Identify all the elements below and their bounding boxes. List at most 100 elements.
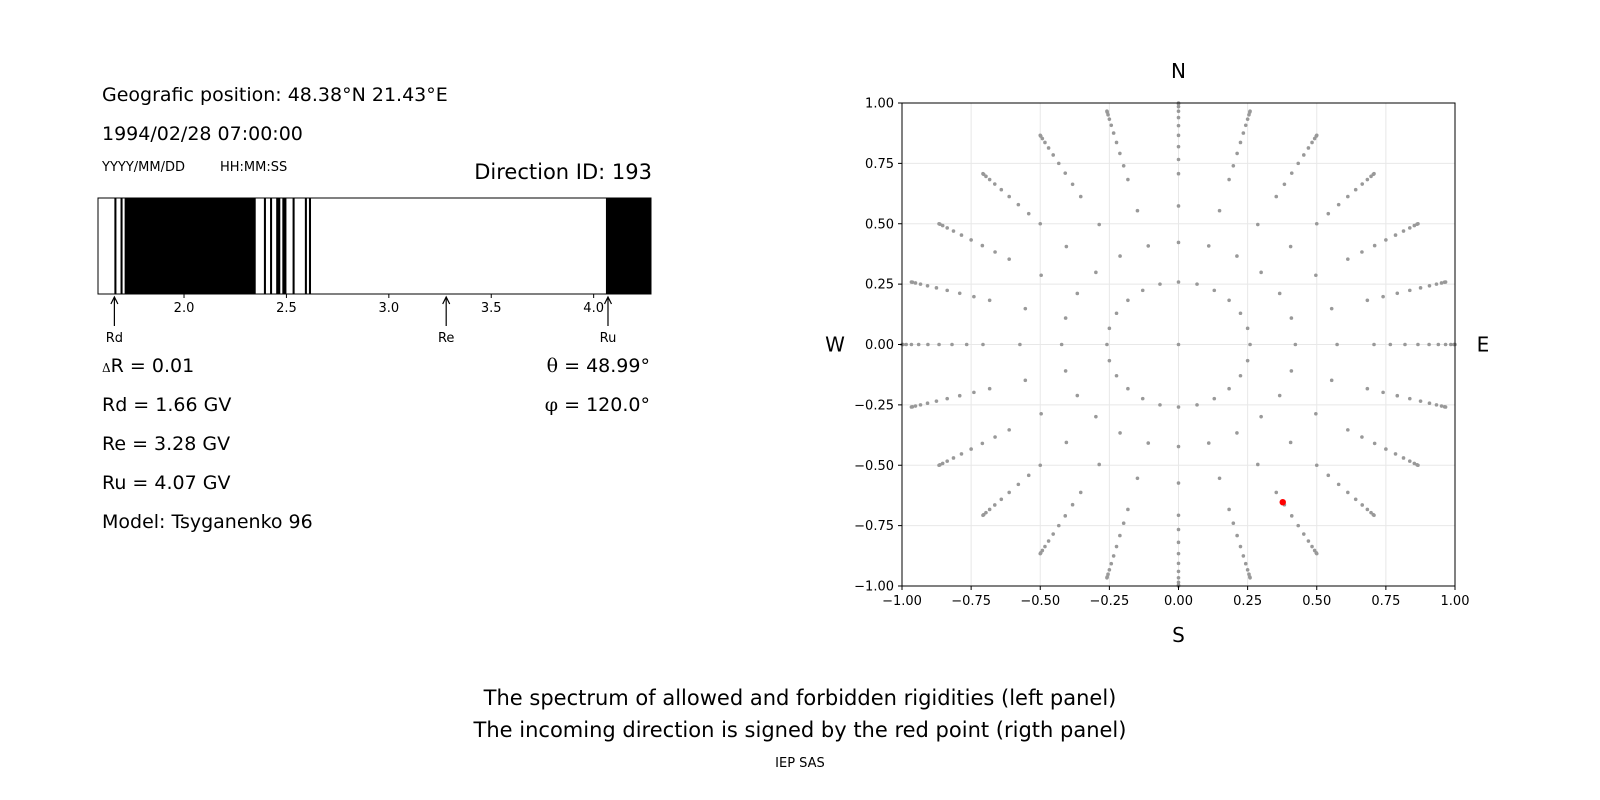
x-tick-label: 3.5 bbox=[481, 301, 502, 316]
x-tick-label: −0.50 bbox=[1020, 594, 1060, 609]
time-format-label: HH:MM:SS bbox=[220, 160, 288, 175]
grid-point bbox=[1111, 554, 1116, 558]
highlight-point bbox=[1279, 498, 1286, 506]
grid-point bbox=[1176, 157, 1181, 162]
y-tick-label: 0.25 bbox=[865, 278, 894, 293]
marker-arrowhead bbox=[110, 295, 119, 305]
grid-point bbox=[1360, 250, 1364, 254]
forbidden-band bbox=[120, 198, 123, 294]
grid-point bbox=[1140, 288, 1145, 293]
rigidity-markers: Rd Re Ru bbox=[106, 295, 617, 346]
grid-point bbox=[1384, 447, 1388, 451]
grid-point bbox=[1372, 342, 1376, 347]
grid-point bbox=[1118, 431, 1122, 435]
grid-point bbox=[1114, 373, 1119, 378]
grid-point bbox=[918, 403, 923, 407]
grid-point bbox=[1140, 396, 1145, 401]
grid-point bbox=[1146, 441, 1151, 445]
grid-point bbox=[1070, 182, 1075, 187]
grid-point bbox=[1412, 223, 1417, 228]
x-tick-label: 2.0 bbox=[174, 301, 195, 316]
grid-point bbox=[1195, 282, 1199, 286]
grid-point bbox=[1176, 481, 1181, 485]
grid-point bbox=[1443, 342, 1448, 347]
grid-point bbox=[1176, 527, 1181, 532]
grid-point bbox=[1353, 187, 1358, 192]
grid-point bbox=[1238, 544, 1243, 549]
grid-point bbox=[981, 513, 985, 518]
grid-point bbox=[951, 229, 956, 233]
grid-point bbox=[1306, 146, 1311, 150]
grid-point bbox=[945, 396, 950, 401]
grid-point bbox=[937, 342, 941, 347]
grid-point bbox=[992, 182, 997, 186]
rd-value: Rd = 1.66 GV bbox=[102, 394, 232, 416]
grid-point bbox=[1212, 396, 1217, 401]
grid-point bbox=[1381, 294, 1385, 299]
x-tick-label: 3.0 bbox=[378, 301, 399, 316]
grid-point bbox=[1235, 533, 1239, 538]
forbidden-band bbox=[124, 198, 256, 294]
grid-point bbox=[1039, 273, 1043, 278]
grid-point bbox=[913, 404, 918, 408]
grid-point bbox=[1118, 151, 1122, 156]
forbidden-band bbox=[607, 198, 651, 294]
grid-point bbox=[1097, 462, 1102, 467]
x-tick-label: −1.00 bbox=[882, 594, 922, 609]
grid-point bbox=[1097, 222, 1102, 227]
theta-value: θ = 48.99° bbox=[547, 355, 650, 377]
grid-point bbox=[1353, 497, 1358, 502]
grid-point bbox=[993, 250, 997, 254]
phi-value: φ = 120.0° bbox=[545, 394, 650, 416]
x-tick-label: 2.5 bbox=[276, 301, 297, 316]
grid-point bbox=[1121, 164, 1126, 168]
grid-point bbox=[1078, 490, 1083, 495]
geographic-position: Geografic position: 48.38°N 21.43°E bbox=[102, 84, 448, 106]
grid-point bbox=[1372, 171, 1376, 176]
grid-point bbox=[1126, 298, 1130, 303]
grid-point bbox=[964, 342, 969, 347]
grid-point bbox=[1259, 414, 1263, 419]
grid-point bbox=[1075, 393, 1080, 398]
grid-point bbox=[1056, 523, 1061, 528]
marker-label: Ru bbox=[600, 331, 617, 346]
grid-point bbox=[1238, 140, 1243, 145]
grid-point bbox=[1282, 182, 1287, 187]
grid-point bbox=[1326, 473, 1331, 478]
grid-point bbox=[972, 294, 976, 299]
forbidden-bands bbox=[114, 198, 651, 294]
grid-point bbox=[1176, 204, 1181, 208]
grid-point bbox=[1248, 575, 1252, 580]
grid-point bbox=[1158, 403, 1162, 407]
y-tick-label: −0.50 bbox=[854, 459, 894, 474]
y-tick-label: 0.75 bbox=[865, 157, 894, 172]
grid-point bbox=[1118, 533, 1122, 538]
grid-point bbox=[1289, 316, 1294, 320]
direction-id: Direction ID: 193 bbox=[474, 160, 652, 184]
grid-point bbox=[1051, 532, 1056, 536]
grid-point bbox=[1427, 342, 1431, 347]
grid-point bbox=[1176, 123, 1181, 128]
grid-point bbox=[1314, 273, 1318, 278]
grid-point bbox=[1443, 405, 1448, 409]
grid-point bbox=[1007, 490, 1011, 495]
caption-line-2: The incoming direction is signed by the … bbox=[473, 718, 1127, 742]
grid-point bbox=[1176, 240, 1181, 245]
grid-point bbox=[1407, 396, 1412, 401]
grid-point bbox=[1241, 554, 1246, 558]
forbidden-band bbox=[292, 198, 295, 294]
grid-point bbox=[1407, 226, 1412, 230]
grid-point bbox=[980, 441, 985, 446]
grid-point bbox=[1007, 428, 1011, 432]
grid-point bbox=[1146, 244, 1151, 248]
south-label: S bbox=[1172, 623, 1185, 647]
grid-point bbox=[1176, 342, 1181, 347]
grid-point bbox=[1026, 473, 1031, 478]
grid-point bbox=[1365, 386, 1370, 391]
grid-point bbox=[987, 177, 992, 182]
grid-point bbox=[1314, 133, 1319, 138]
grid-point bbox=[1107, 117, 1112, 121]
grid-point bbox=[1293, 342, 1298, 347]
grid-point bbox=[951, 456, 956, 460]
grid-point bbox=[1326, 211, 1331, 216]
